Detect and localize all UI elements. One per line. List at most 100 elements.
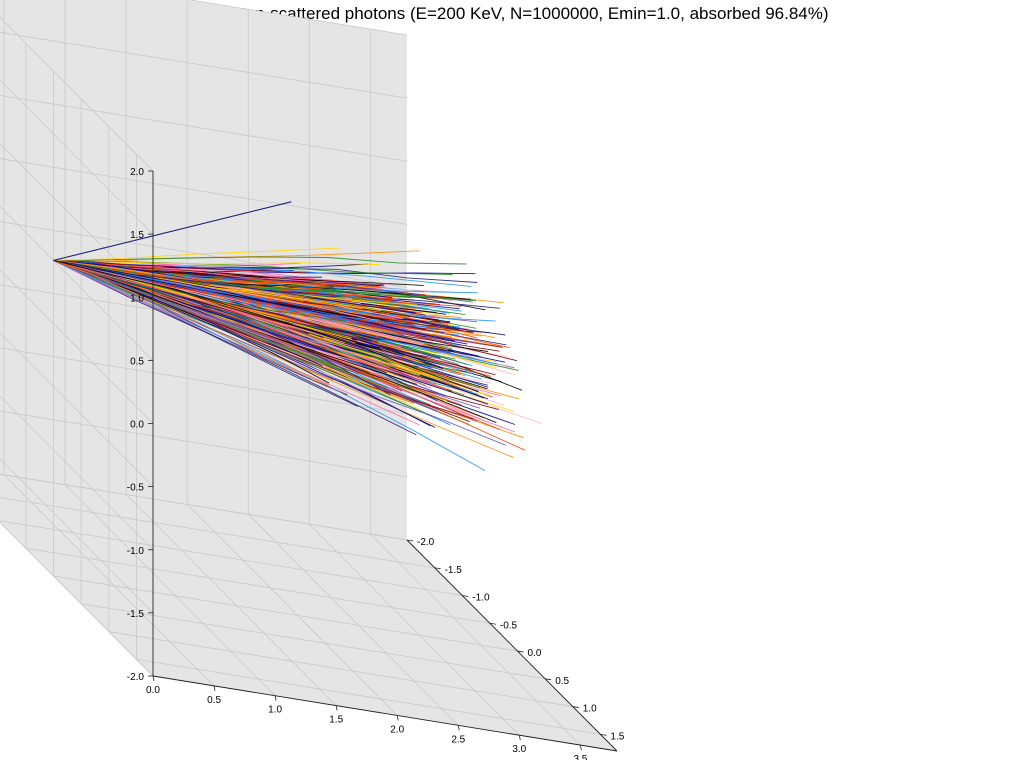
- photon-track: [53, 259, 471, 287]
- photon-track: [53, 259, 448, 391]
- grid-line-z: [0, 31, 408, 99]
- tick-labels: 0.0 0.5 1.0 1.5 2.0 2.5 3.0 3.5 -2.0 -1.5 -1.0 -0.5…: [127, 167, 625, 760]
- z-tick-label: -0.5: [127, 483, 145, 494]
- photon-track: [53, 259, 514, 459]
- grid-line-z: [0, 395, 154, 551]
- photon-track: [53, 259, 380, 265]
- photon-track: [53, 259, 390, 285]
- x-tick-label: 1.5: [329, 715, 343, 726]
- y-tick-mark: [462, 595, 469, 597]
- x-tick-mark: [579, 745, 582, 751]
- x-tick-label: 1.0: [268, 705, 282, 716]
- z-tick-label: 1.0: [130, 293, 144, 304]
- grid-line-z: [0, 332, 154, 487]
- x-tick-label: 2.5: [451, 734, 465, 745]
- x-tick-mark: [457, 725, 460, 731]
- x-tick-mark: [396, 715, 399, 721]
- z-tick-label: -1.0: [127, 546, 145, 557]
- z-tick-label: -2.0: [127, 672, 145, 683]
- y-tick-mark: [517, 650, 524, 653]
- x-tick-mark: [274, 695, 277, 701]
- photon-track: [53, 259, 312, 380]
- x-tick-mark: [518, 735, 521, 741]
- y-tick-label: -1.5: [445, 565, 463, 576]
- grid-line-y: [108, 631, 573, 707]
- grid-line-z: [0, 16, 154, 172]
- y-tick-mark: [434, 567, 441, 570]
- grid-line-z: [0, 473, 408, 541]
- photon-track: [53, 259, 438, 412]
- photon-track: [53, 259, 359, 407]
- photon-track: [53, 259, 427, 316]
- grid-line-z: [0, 458, 154, 614]
- y-tick-mark: [406, 539, 414, 542]
- grid-line-z: [0, 221, 408, 288]
- grid-line-y: [0, 520, 463, 596]
- grid-line-x: [125, 494, 337, 706]
- x-tick-label: 3.5: [573, 754, 587, 760]
- grid-line-z: [0, 206, 154, 361]
- photon-track: [53, 259, 405, 379]
- photon-track: [53, 259, 415, 335]
- grid-line-z: [187, 0, 408, 36]
- x-tick-mark: [213, 685, 216, 691]
- y-tick-label: 0.0: [528, 648, 542, 659]
- y-tick-label: -1.0: [472, 593, 490, 604]
- x-tick-mark: [335, 705, 338, 711]
- z-tick-label: 0.5: [130, 356, 144, 367]
- photon-track: [53, 201, 292, 261]
- grid-line-x: [309, 523, 520, 736]
- photon-track: [53, 259, 489, 405]
- photon-track: [53, 259, 477, 302]
- y-tick-label: 1.5: [610, 731, 624, 742]
- grid-line-z: [0, 79, 154, 235]
- x-tick-mark: [152, 675, 155, 682]
- grid-line-z: [0, 269, 154, 424]
- y-axis-line: [406, 539, 618, 752]
- y-tick-label: 0.5: [555, 676, 569, 687]
- grid-line-y: [25, 547, 490, 624]
- y-tick-mark: [545, 678, 552, 681]
- z-tick-label: -1.5: [127, 609, 145, 620]
- y-tick-label: -0.5: [500, 620, 518, 631]
- grid-line-y: [136, 658, 601, 735]
- grid-line-x: [370, 533, 581, 746]
- photon-track: [53, 259, 334, 300]
- grid-line-z: [0, 347, 408, 415]
- x-tick-label: 2.0: [390, 725, 404, 736]
- grid-line-z: [0, 521, 154, 677]
- y-tick-label: 1.0: [583, 704, 597, 715]
- axis-lines: [148, 170, 618, 752]
- photon-track: [53, 259, 329, 386]
- chart-title: Compton-scattered photons (E=200 KeV, N=…: [195, 4, 829, 23]
- y-tick-label: -2.0: [417, 537, 435, 548]
- z-tick-label: 2.0: [130, 167, 144, 178]
- photon-track: [53, 259, 478, 294]
- x-tick-label: 0.0: [146, 685, 160, 696]
- grid-line-x: [247, 514, 459, 726]
- photon-track: [53, 259, 382, 312]
- photon-track: [53, 259, 308, 274]
- photon-track: [53, 247, 340, 261]
- y-tick-mark: [600, 733, 607, 736]
- grid-line-z: [0, 158, 408, 225]
- grid-line-y: [0, 497, 435, 569]
- x-axis-line: [152, 675, 618, 752]
- photon-tracks: [53, 201, 542, 471]
- photon-track: [53, 256, 467, 265]
- pane-back-right: [0, 0, 407, 540]
- grid-line-z: [0, 95, 408, 162]
- photon-track: [53, 259, 453, 275]
- grid-line-y: [53, 575, 518, 652]
- y-tick-mark: [572, 706, 579, 708]
- photon-track: [53, 259, 479, 393]
- grid-line-x: [64, 484, 276, 697]
- grid-line-x: [186, 504, 398, 716]
- x-tick-label: 0.5: [207, 695, 221, 706]
- grid-line-y: [81, 603, 546, 680]
- grid-line-z: [0, 410, 408, 478]
- z-tick-label: 1.5: [130, 230, 144, 241]
- pane-floor: [0, 474, 617, 751]
- z-tick-label: 0.0: [130, 420, 144, 431]
